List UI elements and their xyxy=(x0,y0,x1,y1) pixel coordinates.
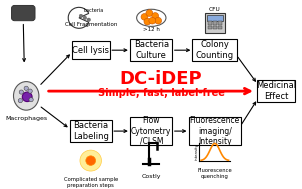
Circle shape xyxy=(80,150,101,171)
Circle shape xyxy=(28,89,32,93)
Ellipse shape xyxy=(22,92,32,101)
Circle shape xyxy=(87,18,91,21)
FancyBboxPatch shape xyxy=(208,26,212,29)
Text: Flow
Cytometry
/CLSM: Flow Cytometry /CLSM xyxy=(131,116,172,146)
FancyBboxPatch shape xyxy=(189,117,241,145)
FancyBboxPatch shape xyxy=(257,80,295,102)
Circle shape xyxy=(24,86,28,90)
Text: bacteria: bacteria xyxy=(84,8,104,13)
Text: Cell Fragmentation: Cell Fragmentation xyxy=(65,22,117,27)
Text: Cell lysis: Cell lysis xyxy=(72,46,109,55)
Text: intensity: intensity xyxy=(194,143,198,160)
Text: Fluorescence
quenching: Fluorescence quenching xyxy=(198,168,232,179)
FancyBboxPatch shape xyxy=(11,5,35,21)
Text: >12 h: >12 h xyxy=(143,27,160,32)
Circle shape xyxy=(152,13,159,19)
FancyBboxPatch shape xyxy=(130,39,172,61)
Circle shape xyxy=(83,16,87,19)
Text: Bacteria
Labeling: Bacteria Labeling xyxy=(73,121,109,141)
FancyBboxPatch shape xyxy=(130,117,172,145)
Circle shape xyxy=(149,17,156,24)
Text: Costly: Costly xyxy=(142,174,161,179)
Circle shape xyxy=(29,98,33,102)
FancyBboxPatch shape xyxy=(217,26,222,29)
Ellipse shape xyxy=(137,9,166,26)
FancyBboxPatch shape xyxy=(217,21,222,25)
Circle shape xyxy=(18,98,22,103)
Circle shape xyxy=(144,18,151,25)
Circle shape xyxy=(141,14,148,20)
FancyBboxPatch shape xyxy=(208,21,212,25)
FancyBboxPatch shape xyxy=(213,26,217,29)
Ellipse shape xyxy=(14,82,39,110)
FancyBboxPatch shape xyxy=(213,21,217,25)
Wedge shape xyxy=(68,7,89,28)
Circle shape xyxy=(146,10,153,16)
FancyBboxPatch shape xyxy=(192,39,237,61)
Circle shape xyxy=(79,14,83,18)
FancyBboxPatch shape xyxy=(204,13,225,33)
FancyBboxPatch shape xyxy=(207,15,223,21)
Text: Colony
Counting: Colony Counting xyxy=(196,40,234,60)
Circle shape xyxy=(19,90,24,94)
FancyBboxPatch shape xyxy=(70,120,112,142)
Text: Medicinal
Effect: Medicinal Effect xyxy=(256,81,297,101)
Text: Bacteria
Culture: Bacteria Culture xyxy=(134,40,169,60)
Text: Fluorescence
imaging/
Intensity: Fluorescence imaging/ Intensity xyxy=(190,116,240,146)
Text: Simple, fast, label-free: Simple, fast, label-free xyxy=(98,88,224,98)
Circle shape xyxy=(155,17,162,24)
Text: DC-iDEP: DC-iDEP xyxy=(120,70,202,88)
Text: Macrophages: Macrophages xyxy=(5,116,47,121)
Text: Complicated sample
preparation steps: Complicated sample preparation steps xyxy=(64,177,118,187)
FancyBboxPatch shape xyxy=(72,41,110,59)
Text: CFU: CFU xyxy=(209,7,221,12)
Circle shape xyxy=(86,156,96,165)
